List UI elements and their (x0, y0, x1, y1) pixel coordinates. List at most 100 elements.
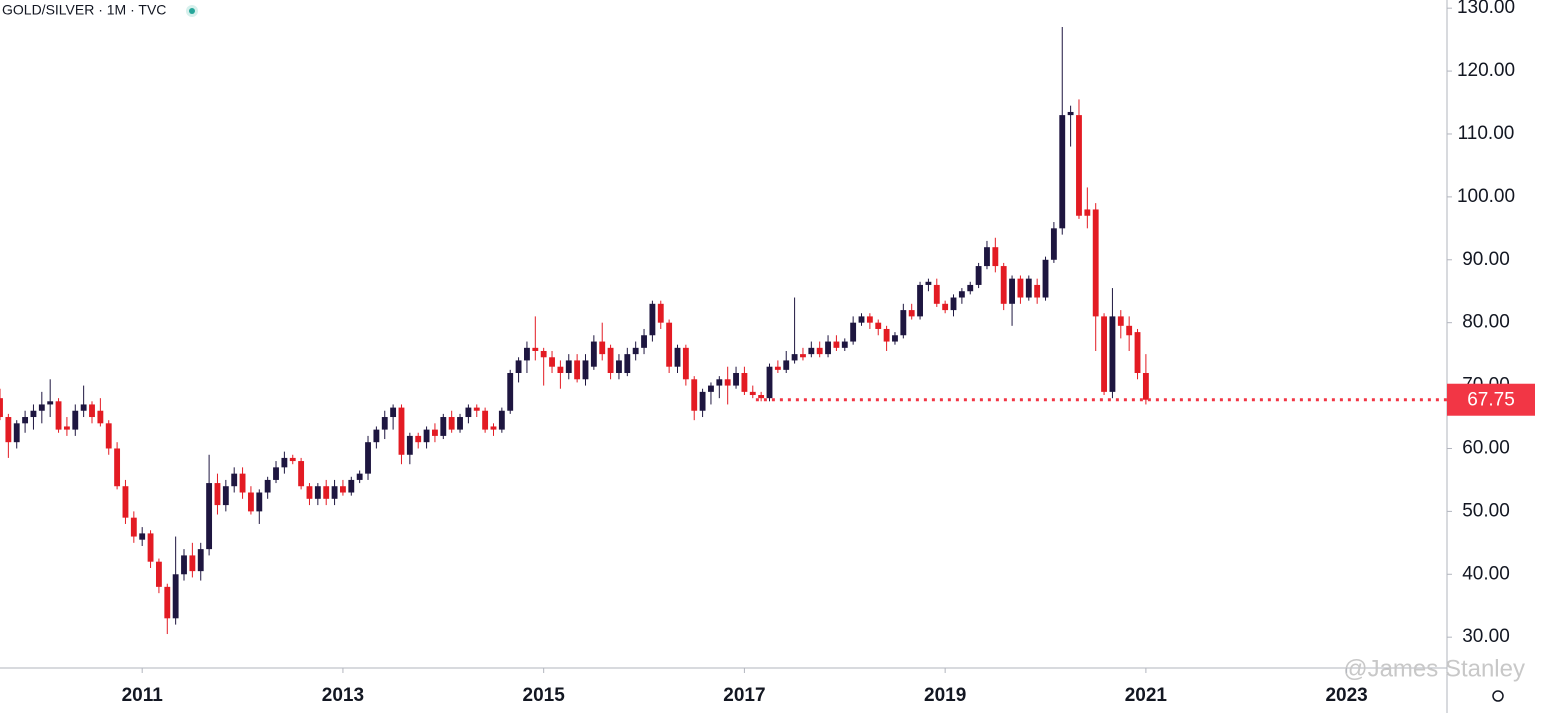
x-tick-label: 2017 (723, 685, 765, 706)
candle-body (231, 473, 238, 487)
y-tick-label: 130.00 (1457, 0, 1515, 18)
candle-body (758, 395, 765, 399)
candle-body (933, 284, 940, 304)
x-tick-label: 2023 (1325, 685, 1367, 706)
y-tick-label: 50.00 (1462, 500, 1510, 521)
candle-body (114, 448, 121, 487)
candle-body (624, 354, 631, 373)
candle-body (155, 561, 162, 587)
candle-body (574, 360, 581, 380)
y-tick-label: 40.00 (1462, 563, 1510, 584)
candle-body (130, 517, 137, 537)
plot-area (0, 27, 1149, 635)
candle-body (841, 341, 848, 348)
candle-body (306, 486, 313, 499)
candle-body (666, 322, 673, 367)
candle-body (524, 347, 530, 361)
candle-body (164, 586, 171, 619)
candle-body (549, 357, 555, 367)
candle-body (992, 247, 999, 267)
candle-body (373, 429, 380, 443)
candle-body (181, 555, 187, 575)
candle-body (147, 533, 154, 562)
candle-body (381, 417, 388, 430)
candle-body (699, 391, 706, 411)
candle-body (632, 347, 639, 355)
candle-body (766, 366, 773, 399)
candle-body (967, 284, 974, 292)
candle-body (365, 442, 371, 474)
candle-body (657, 303, 664, 323)
candle-body (733, 372, 739, 386)
candle-body (1017, 278, 1024, 298)
candle-body (808, 347, 815, 355)
candle-body (406, 435, 413, 455)
candle-body (97, 410, 104, 424)
y-tick-label: 90.00 (1462, 249, 1510, 270)
last-price-box (1447, 383, 1535, 416)
candle-body (749, 391, 756, 396)
candle-body (440, 417, 447, 436)
candle-body (925, 281, 932, 285)
candle-body (917, 284, 923, 317)
candle-body (800, 354, 806, 358)
candle-body (607, 347, 614, 373)
candle-body (222, 486, 229, 506)
candle-body (256, 492, 263, 512)
candle-body (1092, 209, 1099, 317)
candle-body (415, 435, 422, 443)
candle-body (473, 407, 480, 411)
candle-body (682, 347, 689, 380)
candle-body (900, 310, 907, 336)
candle-body (22, 417, 29, 424)
candle-body (340, 486, 346, 493)
candle-body (197, 549, 204, 572)
candle-body (314, 486, 321, 499)
candle-body (1084, 209, 1091, 216)
y-tick-label: 110.00 (1458, 123, 1515, 144)
candle-body (264, 479, 271, 493)
candle-body (1009, 278, 1015, 304)
candle-body (1142, 372, 1149, 400)
y-tick-label: 80.00 (1462, 312, 1510, 333)
candle-body (557, 366, 564, 373)
candle-body (816, 347, 823, 355)
candle-body (105, 423, 112, 449)
candle-body (741, 372, 748, 392)
candle-body (875, 322, 882, 329)
candle-body (791, 354, 798, 361)
candle-body (348, 479, 355, 493)
candle-body (1109, 316, 1116, 392)
chart-title: GOLD/SILVER · 1M · TVC (2, 2, 166, 18)
candle-body (1050, 228, 1057, 260)
candle-body (532, 347, 539, 351)
candle-body (214, 483, 221, 506)
candle-body (1059, 115, 1066, 229)
candle-body (950, 297, 957, 311)
candle-body (80, 404, 87, 411)
candle-body (590, 341, 597, 367)
candle-body (323, 486, 330, 499)
candle-body (72, 410, 79, 430)
candle-body (724, 379, 731, 386)
candle-body (507, 372, 514, 411)
candle-body (1076, 115, 1082, 216)
candle-body (482, 410, 489, 430)
last-price-label: 67.75 (1467, 390, 1515, 411)
candle-body (850, 322, 857, 342)
candle-body (1101, 316, 1107, 392)
x-tick-label: 2013 (322, 685, 364, 706)
candle-body (883, 328, 890, 342)
candle-body (239, 473, 246, 493)
settings-icon[interactable] (1492, 690, 1504, 702)
candle-body (774, 366, 781, 370)
candle-body (858, 316, 865, 323)
candle-body (273, 467, 279, 480)
candle-body (1042, 259, 1049, 298)
candle-body (289, 457, 296, 462)
candle-body (892, 335, 898, 342)
candle-body (984, 247, 990, 267)
candle-body (457, 417, 463, 430)
candle-body (649, 303, 656, 336)
